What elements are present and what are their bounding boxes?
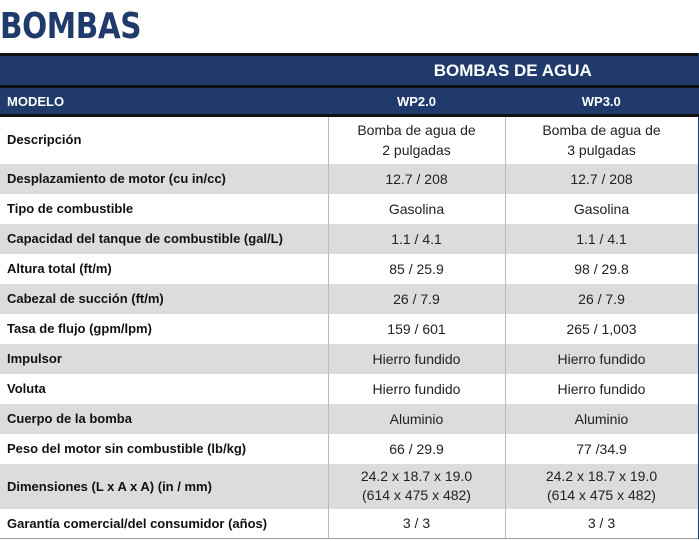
cell-wp20: 26 / 7.9 <box>327 283 505 314</box>
cell-wp30: 3 / 3 <box>504 508 699 539</box>
row-label: Tasa de flujo (gpm/lpm) <box>7 321 152 336</box>
table-row: Descripción Bomba de agua de 2 pulgadas Bom… <box>0 115 699 164</box>
cell-wp20: 3 / 3 <box>327 508 505 539</box>
specs-table: BOMBAS DE AGUA MODELO WP2.0 WP3.0 Descri… <box>0 53 699 539</box>
row-label: Voluta <box>7 381 46 396</box>
cell-wp20: 159 / 601 <box>327 313 505 344</box>
table-row: Capacidad del tanque de combustible (gal… <box>0 223 699 254</box>
row-label: Impulsor <box>0 343 328 374</box>
cell-wp30: Hierro fundido <box>504 343 699 374</box>
row-label: Tipo de combustible <box>7 201 134 216</box>
cell-wp20: Gasolina <box>327 193 505 224</box>
row-label: Descripción <box>7 132 82 148</box>
cell-wp20: Aluminio <box>327 403 505 434</box>
cell-line: 24.2 x 18.7 x 19.0 <box>545 468 658 484</box>
cell-wp30: Aluminio <box>504 403 699 434</box>
page-title: BOMBAS <box>0 6 142 47</box>
cell-wp30: 12.7 / 208 <box>504 163 699 194</box>
cell-wp30: Gasolina <box>504 193 699 224</box>
cell-line: (614 x 475 x 482) <box>547 487 656 503</box>
cell-wp20: 12.7 / 208 <box>327 163 505 194</box>
table-row: Tasa de flujo (gpm/lpm) 159 / 601 265 / 1,… <box>0 313 699 344</box>
cell-wp20: 85 / 25.9 <box>327 253 505 284</box>
cell-wp30: 98 / 29.8 <box>504 253 699 284</box>
column-header-row: MODELO WP2.0 WP3.0 <box>0 86 699 117</box>
cell-line: Bomba de agua de <box>542 122 661 139</box>
cell-wp30: 265 / 1,003 <box>504 313 699 344</box>
cell-line: 24.2 x 18.7 x 19.0 <box>360 468 473 484</box>
cell-line: (614 x 475 x 482) <box>362 487 471 503</box>
cell-line: 2 pulgadas <box>382 142 451 159</box>
row-label: Capacidad del tanque de combustible (gal… <box>0 223 328 254</box>
cell-wp20: 24.2 x 18.7 x 19.0 (614 x 475 x 482) <box>327 463 505 509</box>
table-row: Desplazamiento de motor (cu in/cc) 12.7 /… <box>0 163 699 194</box>
group-header: BOMBAS DE AGUA <box>328 53 699 88</box>
table-row: Voluta Hierro fundido Hierro fundido <box>0 373 699 404</box>
table-row: Impulsor Hierro fundido Hierro fundido <box>0 343 699 374</box>
row-label: Cuerpo de la bomba <box>0 403 328 434</box>
cell-wp30: 77 /34.9 <box>504 433 699 464</box>
cell-wp20: Bomba de agua de 2 pulgadas <box>327 115 505 164</box>
table-row: Garantía comercial/del consumidor (años)… <box>0 508 699 539</box>
group-header-row: BOMBAS DE AGUA <box>0 53 699 88</box>
cell-line: Bomba de agua de <box>357 122 476 139</box>
cell-wp20: 66 / 29.9 <box>327 433 505 464</box>
cell-wp30: 26 / 7.9 <box>504 283 699 314</box>
table-row: Cuerpo de la bomba Aluminio Aluminio <box>0 403 699 434</box>
table-row: Peso del motor sin combustible (lb/kg) 66… <box>0 433 699 464</box>
column-header-model: MODELO <box>0 86 328 117</box>
column-header-wp30: WP3.0 <box>505 86 699 117</box>
cell-wp30: 1.1 / 4.1 <box>504 223 699 254</box>
row-label: Dimensiones (L x A x A) (in / mm) <box>0 463 328 509</box>
row-label: Altura total (ft/m) <box>7 261 112 276</box>
table-row: Altura total (ft/m) 85 / 25.9 98 / 29.8 <box>0 253 699 284</box>
column-header-wp20: WP2.0 <box>328 86 505 117</box>
row-label: Cabezal de succión (ft/m) <box>0 283 328 314</box>
cell-wp20: 1.1 / 4.1 <box>327 223 505 254</box>
table-row: Tipo de combustible Gasolina Gasolina <box>0 193 699 224</box>
cell-wp30: Bomba de agua de 3 pulgadas <box>504 115 699 164</box>
cell-wp30: Hierro fundido <box>504 373 699 404</box>
row-label: Peso del motor sin combustible (lb/kg) <box>7 441 247 456</box>
cell-wp20: Hierro fundido <box>327 373 505 404</box>
row-label: Desplazamiento de motor (cu in/cc) <box>0 163 328 194</box>
row-label: Garantía comercial/del consumidor (años) <box>0 508 328 539</box>
table-row: Dimensiones (L x A x A) (in / mm) 24.2 x … <box>0 463 699 509</box>
cell-wp30: 24.2 x 18.7 x 19.0 (614 x 475 x 482) <box>504 463 699 509</box>
cell-wp20: Hierro fundido <box>327 343 505 374</box>
table-row: Cabezal de succión (ft/m) 26 / 7.9 26 / 7.… <box>0 283 699 314</box>
cell-line: 3 pulgadas <box>567 142 636 159</box>
